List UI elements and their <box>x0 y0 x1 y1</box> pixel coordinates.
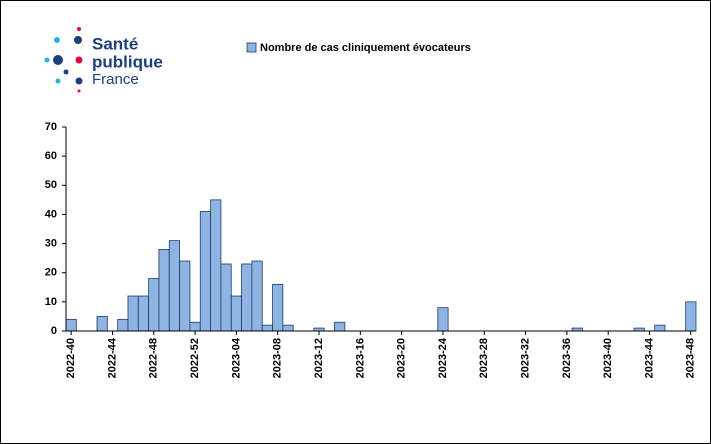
bar <box>199 211 211 332</box>
bar <box>685 301 697 332</box>
logo-text: publique <box>92 52 163 71</box>
legend-label: Nombre de cas cliniquement évocateurs <box>260 42 471 54</box>
y-tick-label: 40 <box>45 208 57 220</box>
legend-swatch <box>246 42 257 53</box>
x-tick-label: 2023-20 <box>396 338 408 378</box>
x-tick-label: 2022-44 <box>106 337 118 378</box>
bar <box>117 318 129 332</box>
bar <box>437 307 449 332</box>
x-tick-label: 2023-24 <box>437 337 449 378</box>
y-tick-label: 60 <box>45 150 57 162</box>
x-tick-label: 2023-08 <box>272 338 284 378</box>
y-tick-label: 10 <box>45 296 57 308</box>
logo-text: France <box>92 71 139 88</box>
bar <box>148 278 160 332</box>
x-tick-label: 2022-40 <box>65 338 77 378</box>
logo-dot <box>77 89 81 93</box>
y-tick-label: 50 <box>45 179 57 191</box>
bar <box>168 240 181 332</box>
logo-dot <box>63 69 69 75</box>
bar <box>241 263 253 332</box>
logo-dot <box>44 57 50 63</box>
bar <box>220 263 232 332</box>
x-tick-label: 2023-32 <box>519 338 531 378</box>
bar <box>654 324 666 332</box>
bar <box>261 324 273 332</box>
y-tick-label: 30 <box>45 237 57 249</box>
x-tick-label: 2023-44 <box>643 337 655 378</box>
x-tick-label: 2023-40 <box>602 338 614 378</box>
y-tick-label: 0 <box>51 325 57 337</box>
x-tick-label: 2023-04 <box>230 337 242 378</box>
logo-dot <box>53 55 63 65</box>
x-tick-label: 2023-36 <box>561 338 573 378</box>
logo-dot <box>75 56 83 64</box>
y-tick-label: 70 <box>45 121 57 133</box>
x-tick-label: 2023-12 <box>313 338 325 378</box>
bar <box>251 260 263 332</box>
bar <box>210 199 222 332</box>
x-tick-label: 2023-48 <box>685 338 697 378</box>
bar <box>179 260 191 332</box>
x-tick-label: 2023-28 <box>478 338 490 378</box>
bar <box>127 295 139 332</box>
logo-dot <box>55 78 61 84</box>
logo-dot <box>77 27 81 31</box>
x-tick-label: 2022-52 <box>189 338 201 378</box>
bar <box>137 295 150 332</box>
logo-dot <box>75 77 83 85</box>
bar <box>282 324 294 332</box>
bar <box>230 295 242 332</box>
logo-text: Santé <box>92 34 138 53</box>
bar <box>96 316 108 332</box>
bar <box>272 283 284 332</box>
logo-dot <box>74 36 82 44</box>
x-tick-label: 2022-48 <box>148 338 160 378</box>
bar <box>65 318 77 332</box>
y-tick-label: 20 <box>45 267 57 279</box>
bar <box>189 321 201 332</box>
bar <box>158 248 170 332</box>
logo: Santé publique France <box>44 27 163 93</box>
logo-dot <box>54 37 60 43</box>
bar <box>334 321 346 332</box>
x-tick-label: 2023-16 <box>354 338 366 378</box>
